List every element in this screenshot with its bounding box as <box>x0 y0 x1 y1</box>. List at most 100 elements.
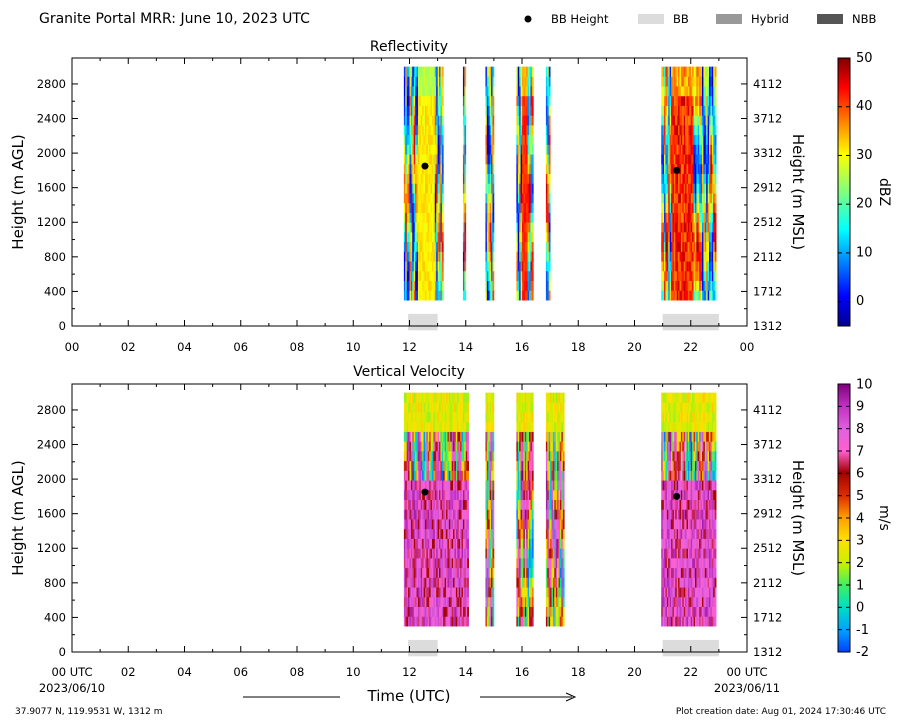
heatmap-cell <box>692 509 694 520</box>
heatmap-cell <box>458 548 461 559</box>
heatmap-cell <box>548 528 551 539</box>
heatmap-cell <box>665 480 668 491</box>
heatmap-cell <box>547 66 550 77</box>
heatmap-cell <box>420 202 423 213</box>
heatmap-cell <box>489 134 492 145</box>
heatmap-cell <box>714 86 717 97</box>
heatmap-cell <box>550 577 552 588</box>
heatmap-cell <box>675 421 678 432</box>
heatmap-cell <box>520 183 523 194</box>
heatmap-cell <box>485 402 488 413</box>
heatmap-cell <box>420 95 423 106</box>
heatmap-cell <box>709 173 711 184</box>
heatmap-cell <box>530 587 533 598</box>
heatmap-cell <box>554 489 557 501</box>
y2-tick-label: 3712 <box>753 111 782 125</box>
heatmap-cell <box>680 596 683 608</box>
heatmap-cell <box>406 66 409 77</box>
heatmap-cell <box>464 163 467 175</box>
heatmap-cell <box>519 76 521 87</box>
heatmap-cell <box>558 577 561 588</box>
heatmap-cell <box>437 134 440 145</box>
heatmap-cell <box>547 95 550 106</box>
heatmap-cell <box>516 451 519 462</box>
heatmap-cell <box>419 193 422 204</box>
heatmap-cell <box>685 470 687 481</box>
heatmap-cell <box>434 519 437 530</box>
heatmap-cell <box>558 441 561 452</box>
heatmap-cell <box>491 241 493 252</box>
heatmap-cell <box>486 202 489 213</box>
heatmap-cell <box>669 163 672 175</box>
heatmap-cell <box>529 270 531 282</box>
heatmap-cell <box>545 567 548 578</box>
heatmap-cell <box>455 412 458 423</box>
heatmap-cell <box>709 212 711 223</box>
heatmap-cell <box>679 441 682 452</box>
heatmap-cell <box>672 183 675 194</box>
heatmap-cell <box>702 567 704 578</box>
heatmap-cell <box>682 577 685 588</box>
heatmap-cell <box>529 392 531 403</box>
heatmap-cell <box>410 154 413 165</box>
heatmap-cell <box>486 499 489 510</box>
heatmap-cell <box>436 134 439 145</box>
heatmap-cell <box>548 548 551 559</box>
heatmap-cell <box>529 173 531 184</box>
heatmap-cell <box>530 251 533 262</box>
heatmap-cell <box>678 431 680 442</box>
heatmap-cell <box>413 606 416 617</box>
heatmap-cell <box>408 480 410 491</box>
heatmap-cell <box>523 421 526 432</box>
heatmap-cell <box>444 460 447 471</box>
heatmap-cell <box>680 290 683 301</box>
heatmap-cell <box>531 606 534 617</box>
heatmap-cell <box>709 567 711 578</box>
heatmap-cell <box>417 212 420 223</box>
heatmap-cell <box>696 431 699 442</box>
heatmap-cell <box>711 202 714 213</box>
heatmap-cell <box>689 557 692 569</box>
heatmap-cell <box>405 519 408 530</box>
heatmap-cell <box>516 460 519 471</box>
heatmap-cell <box>548 480 551 491</box>
heatmap-cell <box>668 402 671 413</box>
heatmap-cell <box>694 557 697 569</box>
heatmap-cell <box>415 470 417 481</box>
heatmap-cell <box>665 509 668 520</box>
heatmap-cell <box>700 596 703 608</box>
heatmap-cell <box>526 509 529 520</box>
heatmap-cell <box>545 231 548 243</box>
heatmap-cell <box>661 212 664 223</box>
heatmap-cell <box>458 596 461 608</box>
heatmap-cell <box>454 577 457 588</box>
heatmap-cell <box>519 528 521 539</box>
heatmap-cell <box>409 76 412 87</box>
heatmap-cell <box>696 489 699 501</box>
heatmap-cell <box>668 519 671 530</box>
heatmap-cell <box>692 115 694 126</box>
heatmap-cell <box>486 538 489 549</box>
heatmap-cell <box>492 470 495 481</box>
heatmap-cell <box>709 105 711 116</box>
heatmap-cell <box>668 557 671 569</box>
heatmap-cell <box>405 577 408 588</box>
heatmap-cell <box>420 451 423 462</box>
heatmap-cell <box>526 596 529 608</box>
heatmap-cell <box>687 596 690 608</box>
heatmap-cell <box>690 202 693 213</box>
heatmap-cell <box>434 231 437 243</box>
heatmap-cell <box>413 499 416 510</box>
heatmap-cell <box>661 402 664 413</box>
heatmap-cell <box>437 280 440 291</box>
heatmap-cell <box>675 134 678 145</box>
heatmap-cell <box>424 261 427 272</box>
heatmap-cell <box>697 470 700 481</box>
heatmap-cell <box>485 441 488 452</box>
heatmap-cell <box>687 222 690 233</box>
heatmap-cell <box>492 202 495 213</box>
heatmap-cell <box>517 193 520 204</box>
heatmap-cell <box>488 95 491 106</box>
colorbar-tick-label: 20 <box>856 197 873 212</box>
heatmap-cell <box>415 538 417 549</box>
